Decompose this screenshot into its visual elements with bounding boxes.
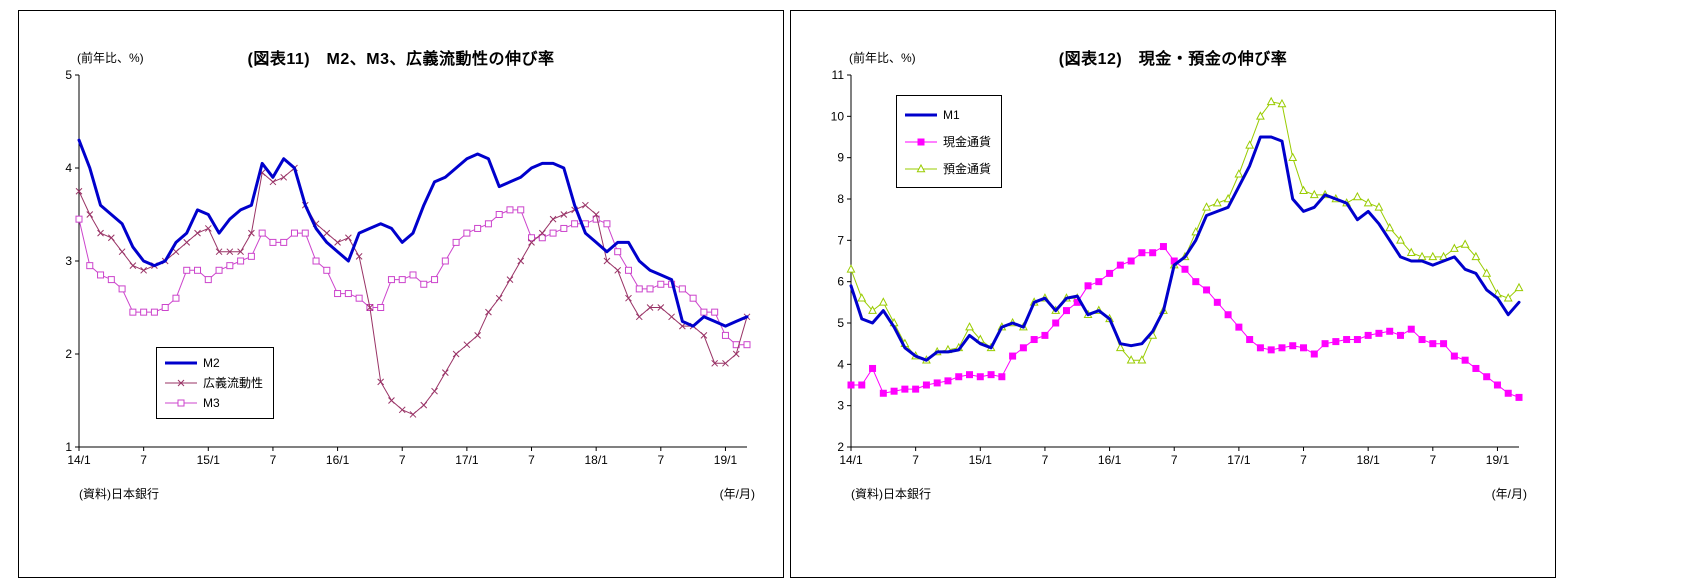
y-tick-label: 3 [65,254,72,268]
legend-label-deposit-currency: 預金通貨 [943,161,992,176]
x-tick-label: 19/1 [714,453,738,467]
legend-item-broad-liquidity: 広義流動性 [164,373,263,393]
source-label: (資料)日本銀行 [79,487,159,501]
legend-item-cash-currency: 現金通貨 [904,128,991,155]
legend-label-m3: M3 [203,396,220,410]
x-tick-label: 7 [657,453,664,467]
x-tick-label: 17/1 [1227,453,1251,467]
x-tick-label: 16/1 [326,453,350,467]
chart-title-figure11: (図表11) M2、M3、広義流動性の伸び率 [247,51,555,68]
legend-item-m2: M2 [164,353,263,373]
series-m1 [849,135,1521,362]
source-label: (資料)日本銀行 [851,487,931,501]
legend-label-cash-currency: 現金通貨 [943,134,992,149]
y-tick-label: 2 [837,440,844,454]
x-tick-label: 7 [1042,453,1049,467]
y-tick-label: 4 [65,161,72,175]
series-m3 [75,206,751,349]
x-tick-label: 16/1 [1098,453,1122,467]
x-tick-label: 19/1 [1486,453,1510,467]
line-chart-figure11: 1 2 3 4 5 14/1 7 15/1 7 16/1 7 17/1 7 18/1 7 19/1 [65,68,751,467]
figure12-panel: (前年比、%) (図表12) 現金・預金の伸び率 2 3 4 5 6 7 8 9 10 11 14/… [790,10,1556,578]
legend-item-deposit-currency: 預金通貨 [904,155,991,182]
legend-item-m1: M1 [904,101,991,128]
y-tick-label: 11 [832,68,845,82]
y-tick-label: 3 [837,399,844,413]
x-tick-label: 14/1 [67,453,91,467]
y-tick-label: 2 [65,347,72,361]
x-tick-label: 7 [1300,453,1307,467]
x-tick-label: 7 [399,453,406,467]
legend-item-m3: M3 [164,393,263,413]
x-tick-label: 7 [912,453,919,467]
x-tick-label: 7 [528,453,535,467]
figure11-panel: (前年比、%) (図表11) M2、M3、広義流動性の伸び率 1 2 3 4 5 14/1… [18,10,784,578]
y-tick-label: 5 [837,316,844,330]
x-tick-label: 18/1 [1356,453,1380,467]
y-tick-label: 6 [837,275,844,289]
legend-marker-deposit-currency-icon [905,163,937,172]
legend-marker-m3-icon [165,399,197,407]
x-tick-label: 14/1 [839,453,863,467]
x-tick-label: 15/1 [969,453,993,467]
x-tick-label: 18/1 [584,453,608,467]
legend-label-broad-liquidity: 広義流動性 [203,376,264,390]
x-tick-label: 7 [1171,453,1178,467]
series-m2 [77,138,749,328]
x-axis-unit-label: (年/月) [719,487,755,501]
y-tick-label: 4 [837,357,844,371]
legend-label-m2: M2 [203,356,220,370]
x-tick-label: 7 [140,453,147,467]
series-broad-liquidity [75,164,751,418]
y-axis-unit-label: (前年比、%) [77,51,144,65]
y-tick-label: 7 [837,233,844,247]
legend-marker-m1-icon [905,113,937,116]
y-tick-label: 9 [837,151,844,165]
series-cash-currency [847,243,1523,401]
y-tick-label: 10 [831,109,845,123]
line-chart-figure12: 2 3 4 5 6 7 8 9 10 11 14/1 7 15/1 7 16/1 7 17/1 7 18/1 7 19/… [831,68,1524,467]
legend-marker-cash-currency-icon [905,138,937,145]
chart-title-figure12: (図表12) 現金・預金の伸び率 [1058,51,1288,68]
y-axis-unit-label: (前年比、%) [849,51,916,65]
chart-legend-figure12: M1 現金通貨預金通貨 [896,95,1003,188]
legend-marker-m2-icon [165,361,197,365]
legend-label-m1: M1 [943,107,960,122]
x-tick-label: 17/1 [455,453,479,467]
x-tick-label: 15/1 [197,453,221,467]
y-tick-label: 5 [65,68,72,82]
axes: 1 2 3 4 5 14/1 7 15/1 7 16/1 7 17/1 7 18/1 7 19/1 [65,68,747,467]
chart-legend-figure11: M2 広義流動性 M3 [156,347,275,419]
legend-marker-broad-liquidity-icon [165,379,197,387]
y-tick-label: 1 [65,440,72,454]
y-tick-label: 8 [837,192,844,206]
x-tick-label: 7 [270,453,277,467]
x-axis-unit-label: (年/月) [1491,487,1527,501]
x-tick-label: 7 [1429,453,1436,467]
